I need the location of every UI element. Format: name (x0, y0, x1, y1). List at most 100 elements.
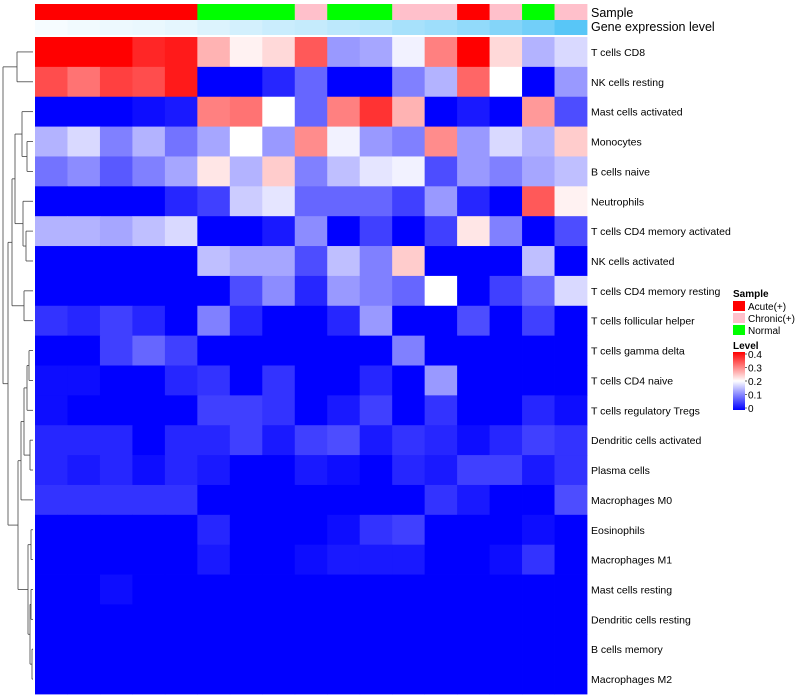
sample-annotation-cell (35, 4, 68, 20)
heatmap-cell (424, 395, 458, 426)
heatmap-cell (99, 186, 133, 217)
heatmap-cell (197, 275, 231, 307)
heatmap-cell (132, 484, 166, 516)
heatmap-cell (457, 365, 490, 396)
heatmap-cell (489, 37, 523, 68)
heatmap-cell (489, 66, 523, 98)
heatmap-cell (554, 335, 588, 366)
heatmap-cell (132, 514, 166, 546)
expression-annotation-cell (294, 20, 328, 35)
heatmap-cell (132, 574, 166, 605)
heatmap-cell (99, 156, 133, 187)
row-label: Macrophages M0 (591, 495, 672, 507)
heatmap-cell (164, 156, 198, 187)
heatmap-cell (424, 604, 458, 635)
heatmap-cell (99, 544, 133, 575)
heatmap-cell (67, 604, 101, 635)
heatmap-cell (392, 664, 426, 695)
heatmap-cell (164, 514, 198, 546)
heatmap-cell (457, 66, 490, 98)
heatmap-cell (424, 514, 458, 546)
heatmap-cell (132, 335, 166, 366)
heatmap-cell (67, 634, 101, 665)
heatmap-cell (522, 275, 555, 307)
row-label: B cells naive (591, 166, 650, 178)
heatmap-cell (67, 186, 101, 217)
heatmap-cell (489, 514, 523, 546)
heatmap-cell (457, 455, 490, 486)
heatmap-cell (554, 455, 588, 486)
heatmap-cell (262, 365, 296, 396)
heatmap-cell (35, 246, 68, 277)
heatmap-cell (489, 365, 523, 396)
sample-annotation-cell (262, 4, 296, 20)
heatmap-cell (294, 455, 328, 486)
heatmap-cell (457, 664, 490, 695)
heatmap-cell (35, 484, 68, 516)
heatmap-cell (67, 216, 101, 247)
row-label: Plasma cells (591, 465, 650, 477)
heatmap-cell (99, 66, 133, 98)
row-label: B cells memory (591, 644, 664, 656)
heatmap-cell (327, 305, 361, 337)
heatmap-cell (554, 425, 588, 456)
heatmap-cell (457, 275, 490, 307)
sample-annotation-cell (132, 4, 166, 20)
heatmap-cell (262, 216, 296, 247)
row-label: T cells CD8 (591, 47, 645, 59)
heatmap-cell (229, 455, 263, 486)
heatmap-cell (424, 484, 458, 516)
heatmap-cell (424, 425, 458, 456)
heatmap-cell (489, 186, 523, 217)
heatmap-cell (262, 126, 296, 157)
sample-annotation-cell (99, 4, 133, 20)
heatmap-cell (489, 246, 523, 277)
heatmap-cell (99, 455, 133, 486)
heatmap-cell (294, 664, 328, 695)
heatmap-cell (522, 574, 555, 605)
heatmap-cell (35, 574, 68, 605)
row-label: T cells gamma delta (591, 346, 685, 358)
heatmap-cell (164, 544, 198, 575)
heatmap-cell (489, 664, 523, 695)
heatmap-cell (294, 604, 328, 635)
heatmap-cell (457, 425, 490, 456)
sample-annotation-cell (294, 4, 328, 20)
heatmap-cell (35, 664, 68, 695)
expression-annotation-cell (327, 20, 361, 35)
row-label: Mast cells activated (591, 107, 683, 119)
heatmap-cell (392, 246, 426, 277)
heatmap-cell (229, 186, 263, 217)
heatmap-cell (35, 156, 68, 187)
heatmap-cell (457, 305, 490, 337)
heatmap-cell (229, 395, 263, 426)
heatmap-cell (262, 275, 296, 307)
heatmap-cell (359, 574, 393, 605)
heatmap-cell (229, 544, 263, 575)
heatmap-cell (392, 484, 426, 516)
heatmap-cell (359, 425, 393, 456)
heatmap-cell (67, 335, 101, 366)
heatmap-cell (457, 126, 490, 157)
heatmap-cell (132, 634, 166, 665)
heatmap-cell (392, 305, 426, 337)
heatmap-cell (554, 126, 588, 157)
heatmap-cell (132, 37, 166, 68)
heatmap-cell (67, 484, 101, 516)
heatmap-cell (67, 544, 101, 575)
heatmap-cell (294, 156, 328, 187)
heatmap-cell (522, 335, 555, 366)
heatmap-cell (197, 246, 231, 277)
heatmap-cell (359, 634, 393, 665)
heatmap-cell (99, 126, 133, 157)
heatmap-cell (327, 66, 361, 98)
heatmap-cells (35, 37, 588, 695)
heatmap-cell (294, 275, 328, 307)
heatmap-cell (554, 246, 588, 277)
heatmap-cell (489, 484, 523, 516)
heatmap-cell (99, 246, 133, 277)
heatmap-cell (164, 484, 198, 516)
legend-tick-label: 0.1 (748, 391, 762, 402)
expression-annotation-cell (229, 20, 263, 35)
row-label: T cells CD4 naive (591, 375, 673, 387)
